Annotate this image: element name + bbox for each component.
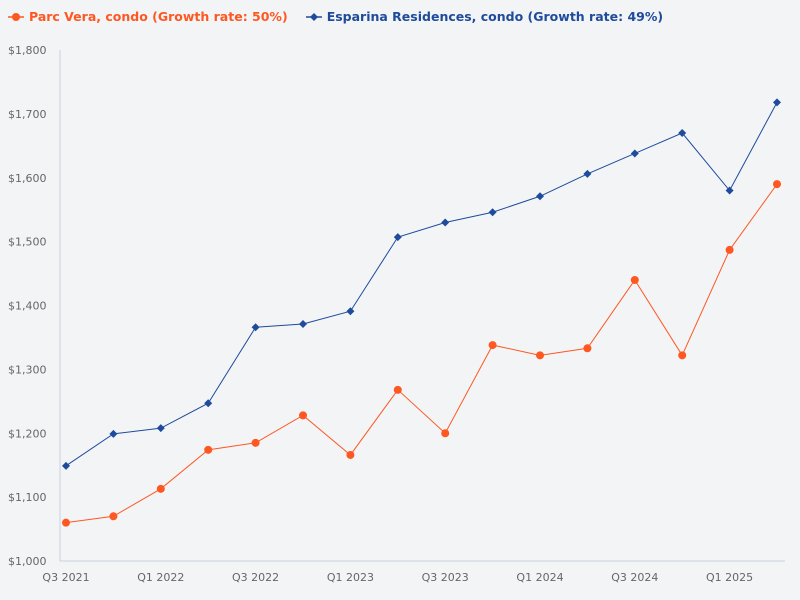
legend-label: Parc Vera, condo (Growth rate: 50%) (29, 9, 288, 24)
data-point (583, 169, 592, 178)
data-point (536, 351, 544, 360)
circle-marker-icon (8, 12, 24, 21)
y-tick-label: $1,200 (8, 427, 47, 440)
data-point (204, 399, 213, 408)
data-point (725, 186, 734, 195)
x-tick-label: Q1 2025 (706, 571, 753, 584)
y-tick-label: $1,400 (8, 300, 47, 313)
x-tick-label: Q3 2023 (422, 571, 469, 584)
data-point (62, 461, 70, 470)
data-point (299, 320, 307, 329)
data-point (773, 98, 781, 107)
y-tick-label: $1,500 (8, 236, 47, 249)
diamond-marker-icon (305, 12, 322, 21)
data-point (156, 424, 165, 433)
x-tick-label: Q1 2023 (327, 571, 374, 584)
data-point (583, 344, 592, 353)
legend: Parc Vera, condo (Growth rate: 50%) Espa… (8, 9, 663, 24)
y-tick-label: $1,700 (8, 108, 47, 121)
data-point (678, 351, 687, 360)
y-tick-label: $1,000 (8, 555, 47, 568)
x-tick-label: Q1 2022 (137, 571, 184, 584)
data-point (109, 429, 118, 438)
y-tick-label: $1,800 (8, 44, 47, 57)
y-tick-label: $1,300 (8, 363, 47, 376)
data-point (725, 245, 734, 254)
data-point (299, 411, 307, 420)
x-tick-label: Q1 2024 (516, 571, 563, 584)
data-point (630, 149, 639, 158)
data-point (156, 484, 165, 493)
data-point (678, 129, 687, 138)
data-point (62, 518, 70, 527)
legend-item-esparina[interactable]: Esparina Residences, condo (Growth rate:… (305, 9, 664, 24)
y-tick-label: $1,600 (8, 172, 47, 185)
legend-item-parc-vera[interactable]: Parc Vera, condo (Growth rate: 50%) (8, 9, 288, 24)
series-line-1 (65, 102, 778, 467)
y-tick-label: $1,100 (8, 491, 47, 504)
data-point (109, 512, 118, 521)
legend-label: Esparina Residences, condo (Growth rate:… (326, 9, 664, 24)
x-tick-label: Q3 2022 (232, 571, 279, 584)
data-point (488, 208, 497, 217)
series-line-0 (65, 183, 778, 524)
x-tick-label: Q3 2021 (42, 571, 89, 584)
data-point (393, 385, 402, 394)
data-point (441, 218, 450, 227)
data-point (251, 323, 260, 332)
data-point (393, 233, 402, 242)
data-point (346, 450, 355, 459)
data-point (251, 438, 260, 447)
data-point (536, 192, 544, 201)
data-point (346, 307, 355, 316)
data-point (204, 445, 213, 454)
data-point (630, 275, 639, 284)
x-tick-label: Q3 2024 (611, 571, 658, 584)
data-point (488, 341, 497, 350)
data-point (773, 180, 781, 189)
data-point (441, 429, 450, 438)
